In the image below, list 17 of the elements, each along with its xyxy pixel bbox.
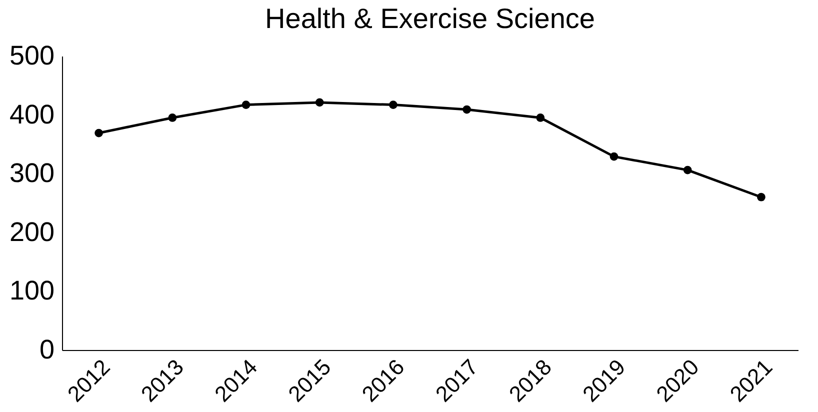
point (242, 100, 250, 109)
point (536, 114, 545, 122)
y-tick-label: 100 (9, 276, 54, 306)
y-tick-label: 0 (39, 334, 54, 364)
point (389, 100, 398, 109)
point (610, 152, 618, 161)
y-tick-label: 400 (9, 99, 54, 130)
point (683, 166, 692, 174)
y-tick-label: 200 (9, 216, 54, 247)
chart-title: Health & Exercise Science (265, 3, 595, 34)
point (757, 192, 766, 202)
y-tick-label: 300 (9, 158, 54, 188)
point (315, 98, 324, 107)
point (94, 128, 103, 138)
point (168, 114, 177, 122)
point (462, 105, 471, 114)
y-tick-label: 500 (9, 40, 54, 70)
